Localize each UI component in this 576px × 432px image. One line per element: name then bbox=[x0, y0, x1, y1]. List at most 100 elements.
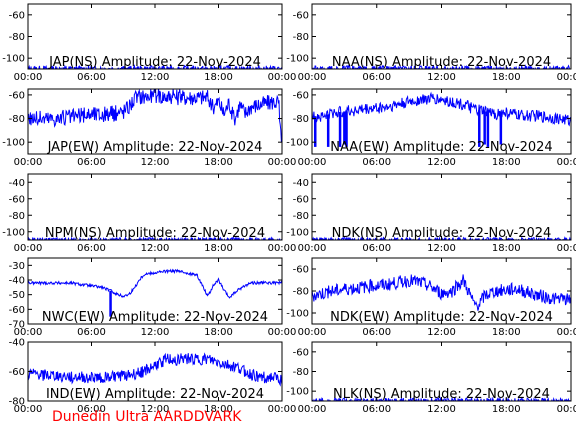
y-tick-label: -40 bbox=[293, 178, 309, 189]
panel-title: JAP(NS) Amplitude: 22-Nov-2024 bbox=[48, 55, 261, 70]
x-tick-label: 00:00 bbox=[557, 72, 576, 83]
y-tick-label: -80 bbox=[9, 114, 25, 125]
y-tick-label: -80 bbox=[9, 211, 25, 222]
x-tick-label: 00:00 bbox=[268, 327, 297, 338]
x-tick-label: 12:00 bbox=[427, 404, 456, 415]
y-tick-label: -60 bbox=[9, 90, 25, 101]
panel-1: -100 -80 -60 00:00 06:00 12:00 18:00 00:00 NAA(N… bbox=[286, 3, 576, 83]
y-tick-label: -100 bbox=[286, 387, 309, 398]
x-tick-label: 18:00 bbox=[204, 72, 233, 83]
panel-title: JAP(EW) Amplitude: 22-Nov-2024 bbox=[47, 140, 263, 155]
y-tick-label: -30 bbox=[9, 261, 25, 272]
y-tick-label: -80 bbox=[293, 367, 309, 378]
panel-0: -100 -80 -60 00:00 06:00 12:00 18:00 00:00 JAP(N… bbox=[2, 3, 297, 83]
x-tick-label: 12:00 bbox=[141, 157, 170, 168]
x-tick-label: 18:00 bbox=[204, 327, 233, 338]
y-tick-label: -100 bbox=[2, 227, 25, 238]
y-tick-label: -60 bbox=[9, 305, 25, 316]
footer-credit: Dunedin Ultra AARDDVARK bbox=[52, 409, 242, 425]
panel-7: -100-80-6000:0006:0012:0018:0000:00NDK(E… bbox=[286, 257, 576, 338]
y-tick-label: -60 bbox=[293, 194, 309, 205]
y-tick-label: -40 bbox=[9, 178, 25, 189]
x-tick-label: 18:00 bbox=[492, 72, 521, 83]
x-tick-label: 06:00 bbox=[77, 157, 106, 168]
trace-line bbox=[312, 274, 571, 311]
x-tick-label: 00:00 bbox=[557, 157, 576, 168]
y-tick-label: -100 bbox=[286, 227, 309, 238]
y-tick-label: -60 bbox=[293, 265, 309, 276]
y-tick-label: -60 bbox=[9, 194, 25, 205]
trace-line bbox=[28, 89, 282, 143]
trace-line bbox=[28, 352, 282, 387]
x-tick-label: 00:00 bbox=[268, 157, 297, 168]
y-tick-label: -50 bbox=[9, 290, 25, 301]
y-tick-label: -100 bbox=[2, 138, 25, 149]
y-tick-label: -70 bbox=[9, 320, 25, 331]
panel-title: NLK(NS) Amplitude: 22-Nov-2024 bbox=[333, 387, 550, 402]
panel-title: IND(EW) Amplitude: 22-Nov-2024 bbox=[46, 387, 264, 402]
panel-3: -100-80-6000:0006:0012:0018:0000:00NAA(E… bbox=[286, 88, 576, 168]
x-tick-label: 18:00 bbox=[204, 404, 233, 415]
x-tick-label: 00:00 bbox=[298, 157, 327, 168]
x-tick-label: 00:00 bbox=[298, 404, 327, 415]
x-tick-label: 06:00 bbox=[77, 327, 106, 338]
y-tick-label: -60 bbox=[9, 10, 25, 21]
x-tick-label: 00:00 bbox=[14, 243, 43, 254]
x-tick-label: 00:00 bbox=[557, 404, 576, 415]
y-tick-label: -80 bbox=[293, 211, 309, 222]
x-tick-label: 00:00 bbox=[14, 157, 43, 168]
panel-title: NWC(EW) Amplitude: 22-Nov-2024 bbox=[42, 310, 268, 325]
y-tick-label: -80 bbox=[9, 397, 25, 408]
panel-title: NAA(NS) Amplitude: 22-Nov-2024 bbox=[332, 55, 551, 70]
y-tick-label: -60 bbox=[293, 347, 309, 358]
panel-5: -100 -80 -60 -40 00:00 06:00 12:00 18:00 00:00 ND… bbox=[286, 173, 576, 254]
panel-title: NDK(NS) Amplitude: 22-Nov-2024 bbox=[332, 226, 552, 241]
y-tick-label: -80 bbox=[293, 32, 309, 43]
x-tick-label: 06:00 bbox=[362, 327, 391, 338]
x-tick-label: 18:00 bbox=[492, 243, 521, 254]
y-tick-label: -80 bbox=[293, 287, 309, 298]
y-tick-label: -40 bbox=[9, 276, 25, 287]
x-tick-label: 00:00 bbox=[268, 243, 297, 254]
x-tick-label: 06:00 bbox=[362, 404, 391, 415]
x-tick-label: 06:00 bbox=[362, 157, 391, 168]
x-tick-label: 06:00 bbox=[77, 243, 106, 254]
y-tick-label: -100 bbox=[286, 138, 309, 149]
y-tick-label: -100 bbox=[286, 309, 309, 320]
x-tick-label: 18:00 bbox=[492, 327, 521, 338]
x-tick-label: 00:00 bbox=[298, 243, 327, 254]
x-tick-label: 00:00 bbox=[298, 327, 327, 338]
y-tick-label: -60 bbox=[293, 90, 309, 101]
x-tick-label: 00:00 bbox=[14, 327, 43, 338]
y-tick-label: -40 bbox=[9, 338, 25, 349]
y-tick-label: -80 bbox=[293, 114, 309, 125]
y-tick-label: -60 bbox=[293, 10, 309, 21]
x-tick-label: 12:00 bbox=[141, 404, 170, 415]
x-tick-label: 06:00 bbox=[362, 72, 391, 83]
y-tick-label: -60 bbox=[9, 367, 25, 378]
panel-title: NAA(EW) Amplitude: 22-Nov-2024 bbox=[330, 140, 552, 155]
y-tick-label: -100 bbox=[2, 54, 25, 65]
x-tick-label: 12:00 bbox=[427, 157, 456, 168]
panel-title: NPM(NS) Amplitude: 22-Nov-2024 bbox=[45, 226, 265, 241]
panel-6: -70 -60 -50 -40 -30 00:00 06:00 12:00 18:00 00:00… bbox=[9, 257, 297, 338]
x-tick-label: 06:00 bbox=[362, 243, 391, 254]
x-tick-label: 12:00 bbox=[427, 327, 456, 338]
trace-line bbox=[28, 268, 282, 299]
x-tick-label: 00:00 bbox=[557, 243, 576, 254]
x-tick-label: 12:00 bbox=[141, 327, 170, 338]
x-tick-label: 00:00 bbox=[557, 327, 576, 338]
y-tick-label: -100 bbox=[286, 54, 309, 65]
x-tick-label: 00:00 bbox=[268, 72, 297, 83]
x-tick-label: 18:00 bbox=[492, 157, 521, 168]
trace-line bbox=[312, 91, 571, 127]
x-tick-label: 00:00 bbox=[14, 72, 43, 83]
x-tick-label: 06:00 bbox=[77, 404, 106, 415]
x-tick-label: 12:00 bbox=[141, 243, 170, 254]
x-tick-label: 12:00 bbox=[427, 72, 456, 83]
trace-line bbox=[312, 396, 571, 401]
x-tick-label: 00:00 bbox=[298, 72, 327, 83]
x-tick-label: 12:00 bbox=[141, 72, 170, 83]
panel-4: -100 -80 -60 -40 00:00 06:00 12:00 18:00 00:00NP… bbox=[2, 173, 297, 254]
